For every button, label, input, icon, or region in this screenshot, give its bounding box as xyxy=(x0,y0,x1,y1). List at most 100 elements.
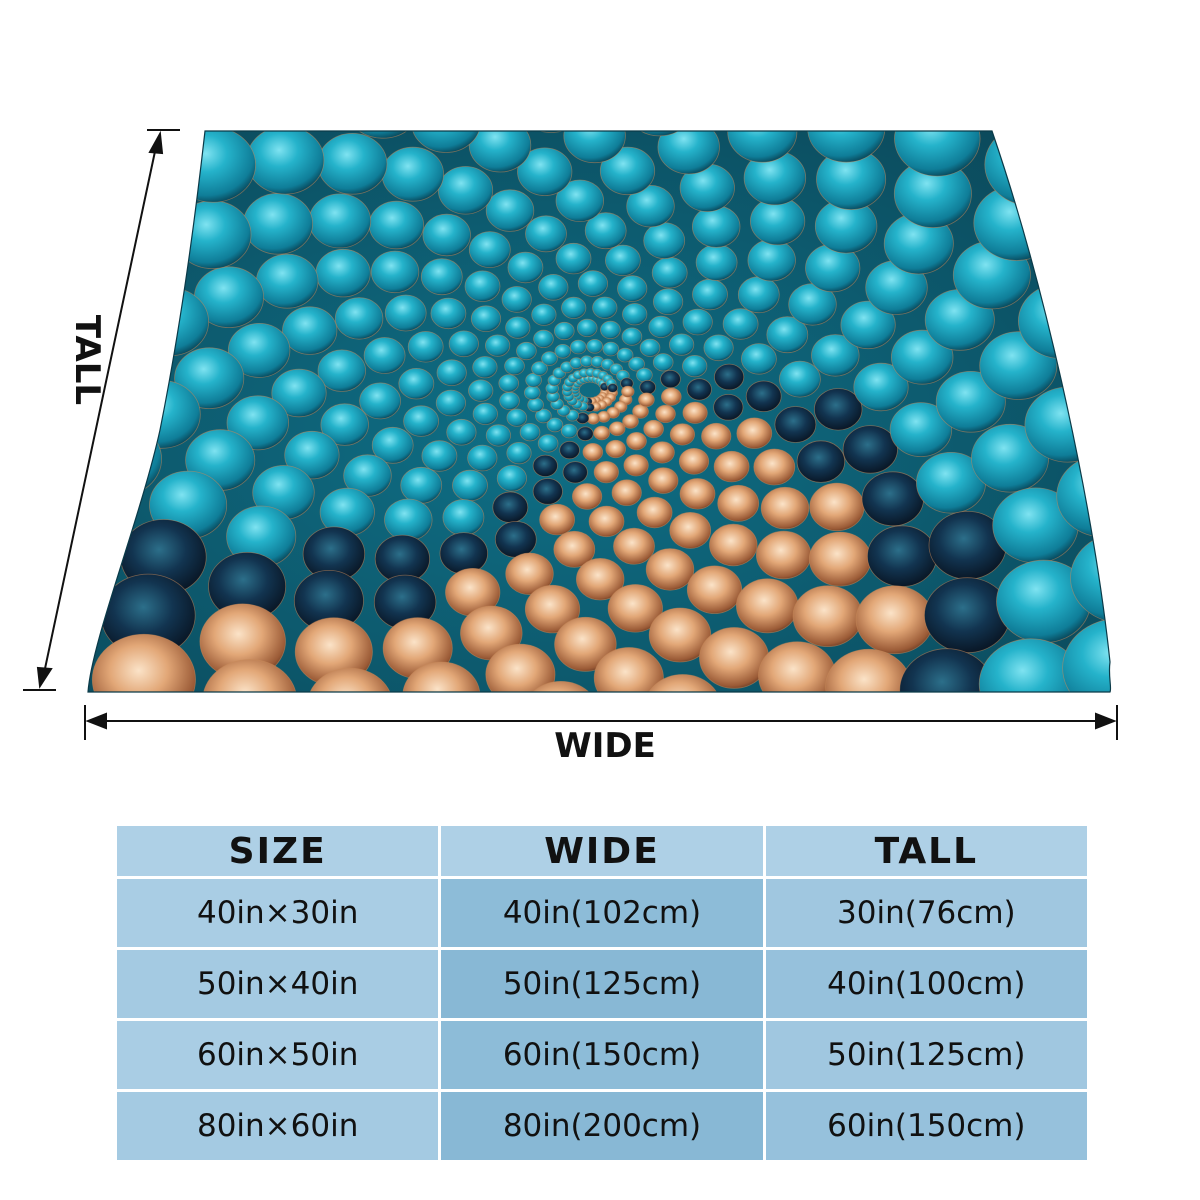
fractal-blob xyxy=(638,392,655,408)
fractal-blob xyxy=(682,354,708,378)
fractal-blob xyxy=(984,131,1089,147)
fractal-blob xyxy=(577,270,609,297)
fractal-blob xyxy=(1073,162,1111,254)
fractal-blob xyxy=(679,478,716,510)
fractal-blob xyxy=(246,131,325,195)
fractal-blob xyxy=(808,531,872,587)
fractal-blob xyxy=(88,470,130,554)
fractal-blob xyxy=(855,585,934,655)
fractal-blob xyxy=(560,423,578,439)
fractal-blob xyxy=(624,131,695,137)
fractal-blob xyxy=(442,499,485,536)
fractal-blob xyxy=(531,361,548,376)
fractal-blob xyxy=(586,338,603,354)
fractal-blob xyxy=(639,338,661,357)
fractal-blob xyxy=(533,329,554,348)
fractal-blob xyxy=(317,349,366,392)
fractal-blob xyxy=(384,498,433,541)
fractal-blob xyxy=(538,273,569,301)
header-wide: WIDE xyxy=(441,826,763,876)
tall-label: TALL xyxy=(67,314,107,406)
fractal-blob xyxy=(242,193,313,255)
fractal-blob xyxy=(485,189,535,232)
fractal-blob xyxy=(682,308,713,336)
fractal-blob xyxy=(626,431,647,451)
fractal-blob xyxy=(623,454,649,477)
fractal-blob xyxy=(584,212,627,250)
fractal-blob xyxy=(840,300,896,350)
fractal-blob xyxy=(602,341,620,357)
fractal-blob xyxy=(607,584,663,633)
fractal-blob xyxy=(605,439,626,459)
fractal-blob xyxy=(523,385,541,401)
fractal-blob xyxy=(535,408,552,424)
fractal-blob xyxy=(649,441,675,464)
fractal-blob xyxy=(506,408,528,427)
fractal-blob xyxy=(315,248,371,298)
fractal-blob xyxy=(611,479,642,507)
fractal-blob xyxy=(539,503,575,536)
fractal-blob xyxy=(498,374,520,393)
fractal-blob xyxy=(736,578,799,634)
header-size: SIZE xyxy=(117,826,439,876)
tall-cell: 60in(150cm) xyxy=(765,1092,1087,1160)
fractal-blob xyxy=(256,253,319,309)
fractal-blob xyxy=(554,343,572,359)
size-table-row: 60in×50in 60in(150cm) 50in(125cm) xyxy=(117,1021,1087,1089)
size-cell: 40in×30in xyxy=(117,879,439,947)
fractal-blob xyxy=(1062,618,1111,692)
fractal-blob xyxy=(282,306,338,355)
fractal-blob xyxy=(894,131,981,177)
fractal-blob xyxy=(563,131,626,164)
fractal-blob xyxy=(485,643,556,692)
fractal-blob xyxy=(582,442,604,462)
fractal-blob xyxy=(485,424,511,447)
fractal-blob xyxy=(842,425,898,474)
fractal-blob xyxy=(561,296,587,319)
fractal-blob xyxy=(430,297,467,330)
fractal-blob xyxy=(924,577,1011,654)
fractal-pattern xyxy=(88,131,1111,692)
fractal-blob xyxy=(506,441,532,465)
fractal-blob xyxy=(517,147,573,196)
fractal-blob xyxy=(468,231,511,269)
fractal-blob xyxy=(889,402,953,458)
fractal-blob xyxy=(448,330,479,358)
tall-cell: 50in(125cm) xyxy=(765,1021,1087,1089)
blanket-diagram xyxy=(23,129,1118,740)
fractal-blob xyxy=(713,363,745,391)
fractal-blob xyxy=(202,659,298,692)
fractal-blob xyxy=(709,523,758,567)
fractal-blob xyxy=(617,275,648,302)
wide-label: WIDE xyxy=(554,726,656,766)
fractal-blob xyxy=(648,315,674,338)
fractal-blob xyxy=(1074,340,1111,424)
fractal-blob xyxy=(741,343,777,375)
fractal-blob xyxy=(532,478,563,505)
fractal-blob xyxy=(88,136,184,221)
fractal-blob xyxy=(308,193,372,249)
fractal-blob xyxy=(811,334,860,377)
fractal-blob xyxy=(562,461,588,484)
fractal-blob xyxy=(692,205,741,248)
fractal-blob xyxy=(343,131,422,139)
fractal-blob xyxy=(605,244,641,277)
fractal-blob xyxy=(504,356,525,376)
fractal-blob xyxy=(173,200,252,269)
fractal-blob xyxy=(727,131,798,163)
fractal-blob xyxy=(636,496,673,529)
fractal-blob xyxy=(559,440,580,460)
fractal-blob xyxy=(554,616,617,672)
fractal-blob xyxy=(825,648,912,692)
fractal-blob xyxy=(678,447,710,475)
fractal-blob xyxy=(737,276,780,314)
fractal-blob xyxy=(359,382,402,420)
tall-dimension-arrow xyxy=(23,129,180,691)
fractal-blob xyxy=(499,391,520,410)
fractal-blob xyxy=(398,368,435,400)
fractal-blob xyxy=(669,512,712,549)
fractal-blob xyxy=(621,385,635,398)
fractal-blob xyxy=(437,166,494,215)
fractal-blob xyxy=(494,521,537,558)
fractal-blob xyxy=(516,341,537,361)
